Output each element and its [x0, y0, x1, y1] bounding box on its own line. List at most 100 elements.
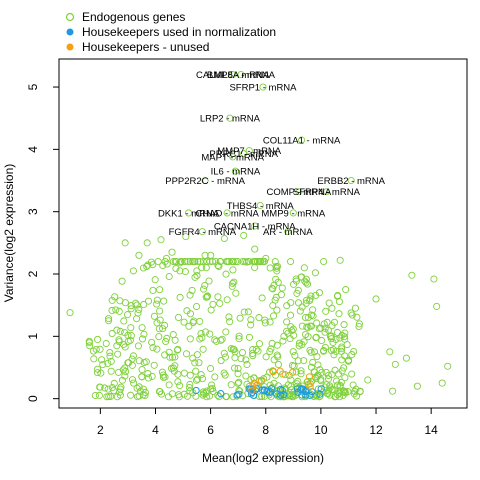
endogenous-point: [168, 248, 176, 256]
legend-label-housekeepers-unused: Housekeepers - unused: [82, 40, 209, 54]
endogenous-point: [312, 333, 320, 341]
endogenous-point: [127, 332, 135, 340]
endogenous-point: [203, 393, 211, 401]
endogenous-point: [149, 261, 157, 269]
endogenous-point: [139, 391, 147, 399]
endogenous-point: [430, 275, 438, 283]
endogenous-point: [170, 367, 178, 375]
endogenous-point: [300, 357, 308, 365]
endogenous-point: [127, 324, 135, 332]
endogenous-point: [153, 296, 161, 304]
legend-marker-endogenous: [65, 12, 75, 22]
endogenous-point: [175, 393, 183, 401]
endogenous-point: [228, 282, 236, 290]
endogenous-point: [135, 251, 143, 259]
endogenous-point: [205, 392, 214, 400]
gene-label: FGFR4 - mRNA: [169, 227, 237, 238]
endogenous-point: [194, 375, 202, 383]
endogenous-point: [340, 333, 349, 341]
endogenous-point: [338, 343, 346, 351]
endogenous-point: [193, 351, 201, 359]
endogenous-point: [155, 325, 163, 333]
endogenous-point: [289, 348, 297, 356]
endogenous-point: [261, 319, 269, 327]
labeled-gene-point: [256, 201, 264, 210]
endogenous-point: [220, 349, 228, 357]
endogenous-point: [333, 328, 342, 337]
endogenous-point: [134, 309, 142, 317]
endogenous-point: [258, 294, 266, 302]
endogenous-point: [221, 371, 229, 379]
endogenous-point: [121, 239, 129, 247]
endogenous-point: [229, 279, 237, 287]
endogenous-point: [207, 306, 215, 314]
endogenous-point: [140, 358, 148, 367]
endogenous-point: [155, 388, 164, 396]
endogenous-point: [287, 323, 295, 331]
endogenous-point: [216, 299, 224, 307]
gene-label: CHAD - mRNA: [195, 208, 259, 219]
y-tick-label: 0: [26, 395, 40, 402]
gene-label: CACNA1H - mRNA: [214, 222, 296, 233]
endogenous-point: [197, 264, 206, 272]
endogenous-point: [312, 291, 320, 299]
endogenous-point: [193, 271, 201, 280]
endogenous-point: [267, 345, 275, 353]
endogenous-point: [352, 385, 360, 393]
endogenous-point: [251, 263, 259, 272]
endogenous-point: [108, 306, 116, 315]
endogenous-point: [326, 391, 334, 399]
endogenous-point: [389, 387, 397, 395]
endogenous-point: [111, 293, 119, 301]
endogenous-point: [242, 372, 250, 380]
labeled-gene-point: [198, 228, 206, 236]
endogenous-point: [165, 272, 173, 281]
endogenous-point: [372, 295, 380, 303]
endogenous-point: [240, 308, 248, 316]
endogenous-point: [159, 371, 167, 379]
endogenous-point: [229, 393, 237, 401]
labeled-gene-point: [223, 209, 231, 217]
endogenous-point: [244, 308, 252, 316]
endogenous-point: [176, 267, 184, 275]
endogenous-point: [262, 353, 270, 361]
endogenous-point: [128, 376, 137, 384]
endogenous-point: [113, 326, 121, 334]
endogenous-point: [341, 374, 349, 382]
endogenous-point: [298, 341, 306, 349]
endogenous-point: [261, 316, 269, 324]
endogenous-point: [273, 341, 281, 349]
endogenous-point: [107, 357, 115, 365]
endogenous-point: [155, 333, 163, 341]
endogenous-point: [134, 342, 142, 350]
endogenous-point: [353, 313, 361, 321]
endogenous-point: [328, 304, 336, 312]
endogenous-point: [172, 264, 180, 273]
endogenous-point: [270, 312, 278, 320]
endogenous-point: [222, 328, 230, 336]
endogenous-point: [149, 286, 157, 294]
endogenous-point: [195, 359, 203, 367]
endogenous-point: [255, 314, 263, 322]
endogenous-point: [254, 347, 262, 355]
labeled-gene-point: [229, 71, 237, 79]
endogenous-point: [127, 391, 135, 399]
endogenous-point: [330, 346, 338, 354]
endogenous-point: [413, 382, 421, 390]
endogenous-point: [292, 275, 300, 283]
endogenous-point: [188, 286, 196, 294]
gene-label: MMP7 - mRNA: [217, 146, 282, 157]
endogenous-point: [153, 300, 161, 308]
endogenous-point: [163, 334, 171, 342]
endogenous-point: [249, 352, 257, 360]
endogenous-point: [107, 367, 115, 375]
endogenous-point: [129, 352, 137, 360]
housekeeper-used-point: [302, 386, 310, 394]
housekeeper-used-point: [266, 388, 275, 396]
endogenous-point: [253, 257, 262, 266]
legend: Endogenous genes Housekeepers used in no…: [65, 10, 276, 54]
endogenous-point: [214, 293, 222, 301]
endogenous-point: [322, 307, 330, 315]
endogenous-point: [162, 254, 171, 262]
gene-label: IL6 - mRNA: [211, 167, 261, 178]
